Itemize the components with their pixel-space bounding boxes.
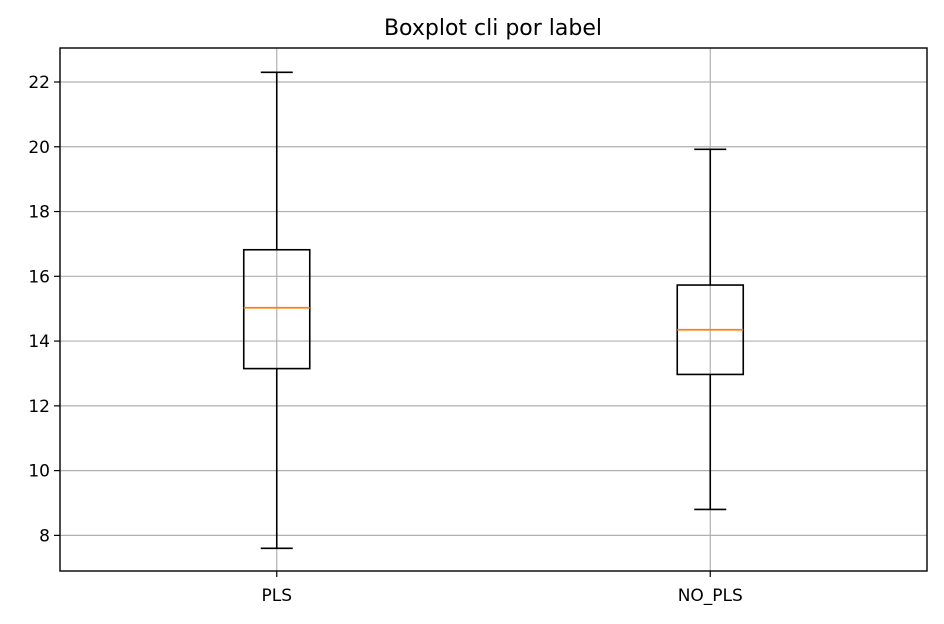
- y-tick-label: 12: [28, 397, 50, 417]
- y-tick-label: 22: [28, 73, 50, 93]
- x-tick-label: NO_PLS: [678, 586, 743, 606]
- grid-layer: [60, 48, 927, 571]
- iqr-box: [242, 248, 311, 370]
- chart-title: Boxplot cli por label: [384, 16, 602, 41]
- box-pls: [242, 71, 311, 550]
- y-tick-label: 14: [28, 332, 50, 352]
- y-tick-label: 20: [28, 138, 50, 158]
- y-tick-label: 8: [39, 526, 50, 546]
- plot-frame: [59, 47, 928, 572]
- box-no-pls: [676, 148, 745, 511]
- x-tick-label: PLS: [261, 586, 292, 606]
- box-layer: [242, 71, 745, 550]
- tick-layer: 8 10 12 14 16 18 20 22 PLS NO_PLS: [28, 73, 742, 606]
- y-tick-label: 10: [28, 462, 50, 482]
- y-tick-label: 16: [28, 267, 50, 287]
- y-tick-label: 18: [28, 203, 50, 223]
